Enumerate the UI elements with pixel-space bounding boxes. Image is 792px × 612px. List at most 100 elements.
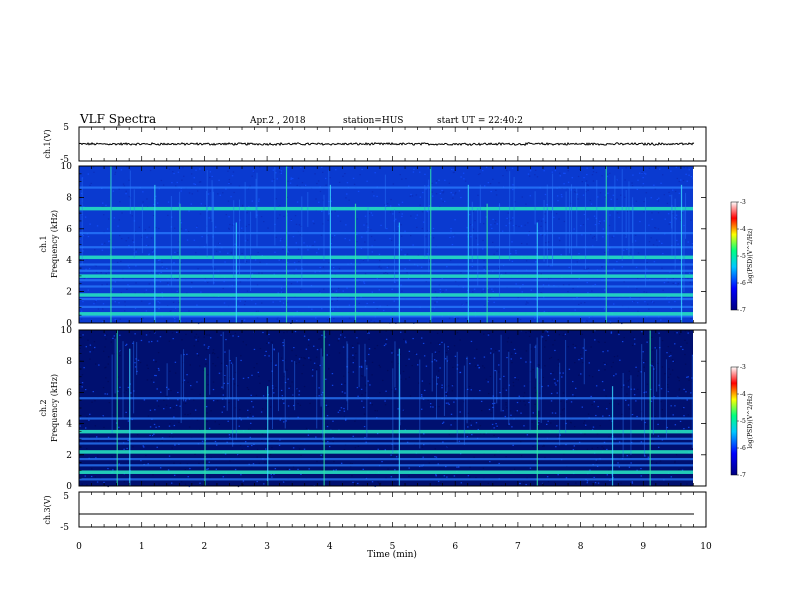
spectrogram-noise-pixel xyxy=(638,172,641,174)
spectrogram-noise-pixel xyxy=(84,388,87,391)
spectrogram-noise-pixel xyxy=(184,413,186,415)
spectrogram-noise-pixel xyxy=(556,425,558,427)
spectrogram-noise-pixel xyxy=(647,456,650,458)
spectral-streak xyxy=(565,339,567,433)
spectrogram-noise-pixel xyxy=(142,191,144,193)
spectrogram-noise-pixel xyxy=(352,481,354,483)
spectrogram-noise-pixel xyxy=(197,354,200,357)
spectrogram-noise-pixel xyxy=(307,434,310,436)
ch1-spec-ylabel: Frequency (kHz) xyxy=(50,210,59,278)
spectrogram-noise-pixel xyxy=(130,466,132,468)
spectrogram-noise-pixel xyxy=(684,339,686,341)
spectrogram-noise-pixel xyxy=(190,173,193,175)
spectrogram-noise-pixel xyxy=(429,205,431,207)
spectrogram-noise-pixel xyxy=(287,378,289,380)
spectrogram-noise-pixel xyxy=(691,248,693,250)
spectrogram-noise-pixel xyxy=(466,357,468,360)
spectrogram-noise-pixel xyxy=(194,336,196,338)
spectrogram-noise-pixel xyxy=(174,320,176,322)
spectrogram-noise-pixel xyxy=(326,319,329,321)
spectrogram-noise-pixel xyxy=(107,436,110,438)
spectrogram-noise-pixel xyxy=(175,404,178,407)
spectrogram-noise-pixel xyxy=(596,433,599,435)
spectrogram-noise-pixel xyxy=(512,188,514,191)
spectrogram-noise-pixel xyxy=(527,222,529,224)
spectrogram-noise-pixel xyxy=(237,454,240,457)
spectrogram-noise-pixel xyxy=(420,394,423,396)
spectrogram-noise-pixel xyxy=(528,175,531,177)
spectrogram-noise-pixel xyxy=(264,448,266,450)
spectrogram-noise-pixel xyxy=(103,426,105,429)
spectrogram-noise-pixel xyxy=(362,468,364,470)
spectrogram-noise-pixel xyxy=(158,483,160,485)
spectrogram-noise-pixel xyxy=(206,210,209,212)
spectrogram-noise-pixel xyxy=(295,268,297,270)
spectrogram-noise-pixel xyxy=(557,200,559,202)
spectrogram-noise-pixel xyxy=(386,272,389,275)
spectrogram-noise-pixel xyxy=(425,365,428,367)
spectral-streak xyxy=(366,365,368,438)
spectrogram-noise-pixel xyxy=(542,284,545,286)
spectrogram-noise-pixel xyxy=(328,367,330,369)
spectrogram-noise-pixel xyxy=(322,171,324,173)
spectrogram-noise-pixel xyxy=(636,415,638,418)
spectrogram-noise-pixel xyxy=(644,455,646,457)
spectrogram-noise-pixel xyxy=(361,168,363,171)
spectrogram-noise-pixel xyxy=(276,217,279,219)
spectrogram-noise-pixel xyxy=(631,344,634,346)
spectrogram-noise-pixel xyxy=(398,211,401,213)
spectrogram-noise-pixel xyxy=(673,332,676,334)
spectrogram-noise-pixel xyxy=(436,332,439,334)
spectrogram-noise-pixel xyxy=(97,308,100,310)
spectral-spike xyxy=(649,330,651,486)
spectral-streak xyxy=(232,363,234,447)
spectrogram-noise-pixel xyxy=(322,223,324,225)
spectrogram-noise-pixel xyxy=(640,475,642,477)
spectrogram-noise-pixel xyxy=(536,364,539,366)
spectrogram-noise-pixel xyxy=(105,377,107,379)
spectrogram-noise-pixel xyxy=(236,454,239,456)
spectral-streak xyxy=(632,204,634,265)
spectrogram-noise-pixel xyxy=(498,182,500,184)
spectral-spike xyxy=(354,203,357,323)
spectrogram-noise-pixel xyxy=(452,194,454,196)
spectral-streak xyxy=(206,170,208,258)
spectrogram-noise-pixel xyxy=(88,419,90,421)
spectrogram-noise-pixel xyxy=(144,229,147,231)
spectrogram-noise-pixel xyxy=(445,289,447,291)
spectrogram-noise-pixel xyxy=(527,302,529,304)
spectrogram-noise-pixel xyxy=(147,415,150,417)
spectrogram-noise-pixel xyxy=(279,214,281,216)
spectrogram-noise-pixel xyxy=(603,220,605,222)
spectrogram-noise-pixel xyxy=(333,317,335,320)
spectrogram-noise-pixel xyxy=(644,361,647,363)
spectral-streak xyxy=(392,368,394,454)
spectrogram-noise-pixel xyxy=(628,408,631,410)
spectrogram-noise-pixel xyxy=(154,195,157,197)
spectrogram-noise-pixel xyxy=(253,348,256,351)
spectrogram-noise-pixel xyxy=(327,441,329,443)
spectrogram-noise-pixel xyxy=(125,344,127,347)
spectral-streak xyxy=(81,178,83,265)
spectrogram-noise-pixel xyxy=(202,473,205,475)
spectral-streak xyxy=(307,192,309,227)
spectrogram-noise-pixel xyxy=(385,343,387,345)
spectrogram-noise-pixel xyxy=(218,423,221,425)
spectrogram-noise-pixel xyxy=(439,367,441,369)
spectrogram-noise-pixel xyxy=(394,446,396,448)
spectrogram-noise-pixel xyxy=(378,289,381,291)
spectrogram-noise-pixel xyxy=(326,331,328,333)
spectrogram-noise-pixel xyxy=(444,358,447,360)
spectrogram-noise-pixel xyxy=(342,290,344,292)
colorbar-tick-label: -3 xyxy=(740,199,746,206)
spectrogram-noise-pixel xyxy=(439,288,442,291)
spectrogram-noise-pixel xyxy=(272,387,274,389)
spectral-band xyxy=(79,442,693,445)
spectrogram-noise-pixel xyxy=(643,211,645,213)
spectrogram-noise-pixel xyxy=(358,280,361,282)
spectrogram-noise-pixel xyxy=(150,340,153,343)
spectrogram-noise-pixel xyxy=(640,467,642,470)
spectrogram-noise-pixel xyxy=(81,386,83,388)
spectrogram-noise-pixel xyxy=(627,386,630,388)
spectrogram-noise-pixel xyxy=(174,227,176,229)
